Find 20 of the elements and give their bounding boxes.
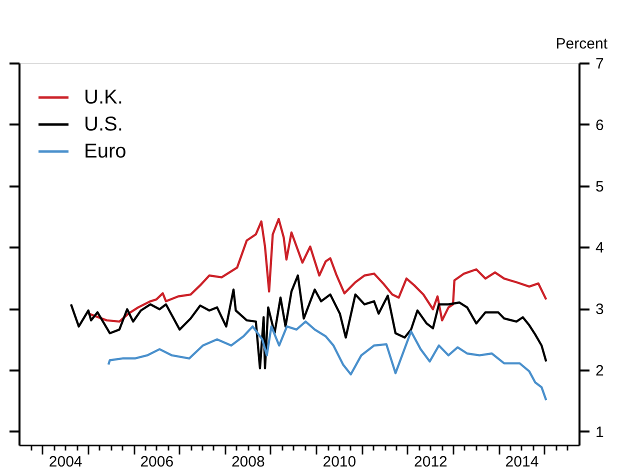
x-tick-label: 2004 (48, 454, 82, 470)
x-tick-label: 2014 (505, 454, 539, 470)
y-tick-label: 4 (596, 240, 604, 257)
line-series (87, 218, 548, 323)
y-tick-label: 2 (596, 362, 604, 380)
legend-label: Euro (84, 140, 126, 162)
y-tick-label: 3 (596, 301, 604, 318)
legend-label: U.S. (84, 114, 123, 136)
x-tick-label: 2006 (140, 454, 174, 470)
y-tick-label: 6 (596, 116, 604, 134)
line-series (107, 320, 548, 402)
x-tick-label: 2010 (322, 454, 356, 470)
x-tick-label: 2008 (231, 454, 265, 470)
y-axis-title: Percent (556, 36, 608, 52)
y-tick-label: 5 (596, 178, 604, 196)
x-tick-label: 2012 (414, 454, 448, 470)
y-tick-label: 7 (596, 56, 604, 72)
legend-label: U.K. (84, 86, 123, 108)
line-series (70, 274, 548, 370)
y-tick-label: 1 (596, 424, 604, 441)
